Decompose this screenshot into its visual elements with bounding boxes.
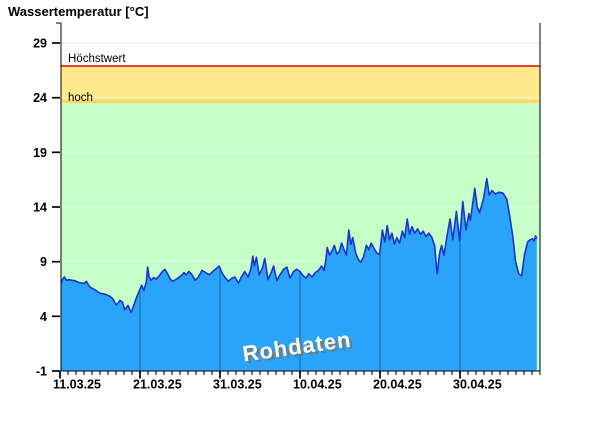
x-axis-ticks: 11.03.25 21.03.25 31.03.25 10.04.25 20.04.25… (53, 371, 541, 392)
x-tick-label: 20.04.25 (373, 378, 422, 392)
y-tick-label: 24 (33, 91, 47, 105)
x-tick-label: 30.04.25 (453, 378, 502, 392)
chart-title: Wassertemperatur [°C] (8, 4, 149, 19)
hoch-band-label: hoch (68, 92, 93, 104)
max-threshold-label: Höchstwert (68, 53, 126, 65)
y-tick-label: -1 (36, 365, 47, 379)
y-tick-label: 14 (33, 201, 47, 215)
zone-hoch (61, 66, 540, 100)
y-tick-label: 9 (40, 255, 47, 269)
x-tick-label: 31.03.25 (213, 378, 262, 392)
zone-hoch-edge (61, 99, 540, 104)
y-axis-ticks: -1 4 9 14 19 24 29 (33, 37, 60, 379)
y-tick-label: 4 (40, 310, 47, 324)
x-tick-label: 11.03.25 (53, 378, 101, 392)
temperature-line (60, 177, 538, 314)
temperature-area (61, 178, 537, 371)
y-tick-label: 19 (33, 146, 47, 160)
y-tick-label: 29 (33, 37, 47, 51)
x-tick-label: 10.04.25 (293, 378, 342, 392)
x-tick-label: 21.03.25 (133, 378, 182, 392)
